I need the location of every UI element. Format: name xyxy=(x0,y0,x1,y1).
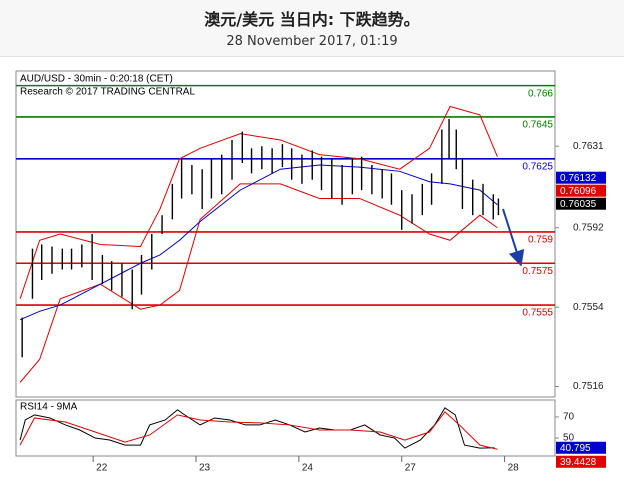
price-tag-label: 0.76035 xyxy=(560,199,597,210)
level-label: 0.7575 xyxy=(522,266,553,277)
rsi-frame xyxy=(15,399,556,457)
price-tag-label: 0.76132 xyxy=(560,173,597,184)
level-label: 0.7645 xyxy=(522,120,553,131)
page-title: 澳元/美元 当日内: 下跌趋势。 xyxy=(204,10,420,29)
trend-arrow xyxy=(502,208,525,267)
value-tag-label: 40.795 xyxy=(560,443,591,454)
x-tick-label: 24 xyxy=(302,463,314,474)
y-tick-label: 50 xyxy=(563,433,575,444)
level-label: 0.7625 xyxy=(522,161,553,172)
y-tick-label: 70 xyxy=(563,412,575,423)
level-label: 0.759 xyxy=(528,235,553,246)
level-label: 0.7555 xyxy=(522,308,553,319)
price-tag xyxy=(556,197,606,210)
header: 澳元/美元 当日内: 下跌趋势。 28 November 2017, 01:19 xyxy=(0,0,624,57)
bollinger-upper xyxy=(19,105,498,299)
rsi-line xyxy=(19,411,498,450)
page-subtitle: 28 November 2017, 01:19 xyxy=(226,34,398,49)
value-tag xyxy=(556,441,606,454)
y-tick-label: 0.7631 xyxy=(573,141,604,152)
bollinger-lower xyxy=(19,183,498,383)
y-tick-label: 0.7516 xyxy=(573,381,604,392)
chart-title: AUD/USD - 30min - 0:20:18 (CET) xyxy=(20,74,173,85)
y-tick-label: 0.7592 xyxy=(573,222,604,233)
price-tag xyxy=(556,184,606,197)
rsi-line xyxy=(19,407,495,449)
x-tick-label: 27 xyxy=(405,463,417,474)
value-tag-label: 39.4428 xyxy=(560,457,597,468)
level-label: 0.766 xyxy=(528,88,553,99)
y-tick-label: 0.7554 xyxy=(573,302,604,313)
moving-average xyxy=(19,164,498,321)
value-tag xyxy=(556,455,606,468)
x-tick-label: 23 xyxy=(199,463,211,474)
chart-subtitle: Research © 2017 TRADING CENTRAL xyxy=(20,87,195,98)
x-tick-label: 28 xyxy=(508,463,520,474)
rsi-title: RSI14 - 9MA xyxy=(20,402,78,413)
price-tag-label: 0.76096 xyxy=(560,186,597,197)
x-tick-label: 22 xyxy=(96,463,108,474)
price-frame xyxy=(15,70,556,398)
price-tag xyxy=(556,171,606,184)
